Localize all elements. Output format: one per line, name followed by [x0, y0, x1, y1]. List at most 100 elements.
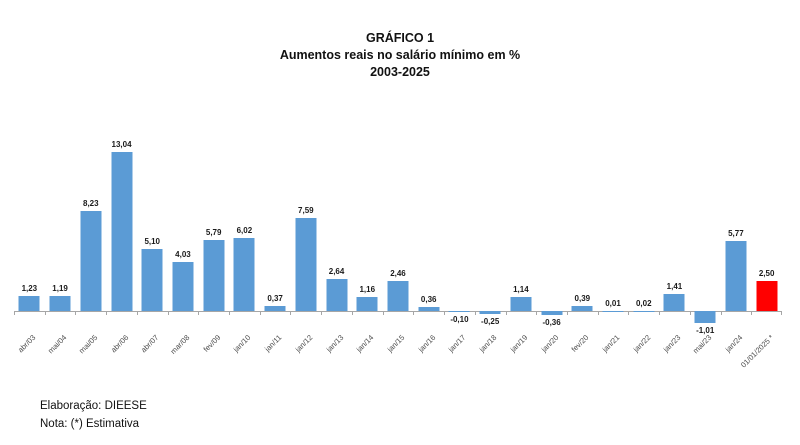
- bar: [418, 306, 440, 311]
- bar-value-label: -1,01: [696, 326, 715, 336]
- bar-value-label: 1,23: [21, 283, 38, 293]
- axis-tick: [321, 311, 323, 315]
- bar: [18, 295, 40, 311]
- bar: [725, 240, 747, 311]
- chart-footer: Elaboração: DIEESE Nota: (*) Estimativa: [40, 397, 147, 433]
- x-axis-label: jan/22: [631, 333, 653, 354]
- bar: [541, 311, 563, 316]
- chart-subtitle: Aumentos reais no salário mínimo em %: [279, 48, 521, 62]
- axis-tick: [382, 311, 384, 315]
- bar-value-label: 8,23: [83, 198, 99, 208]
- axis-tick: [659, 311, 661, 315]
- bar: [49, 296, 71, 311]
- bar-column: 13,04 abr/06: [106, 137, 137, 354]
- bar-column: -0,10 jan/17: [444, 137, 475, 354]
- bar: [387, 280, 409, 311]
- bar: [111, 151, 133, 311]
- axis-tick: [628, 311, 630, 315]
- bar-column: 7,59 jan/12: [290, 137, 321, 354]
- bar-value-label: 4,03: [175, 249, 191, 259]
- bar-column: 1,41 jan/23: [659, 137, 690, 354]
- bar: [172, 261, 194, 311]
- axis-tick: [566, 311, 568, 315]
- bar-value-label: 7,59: [298, 206, 314, 216]
- bar-column: 1,23 abr/03: [14, 137, 45, 354]
- bar-column: 1,14 jan/19: [505, 137, 537, 354]
- bar: [356, 296, 378, 311]
- bar: [479, 311, 501, 315]
- x-axis-label: fev/20: [569, 333, 591, 354]
- bar-column: -0,36 jan/20: [536, 137, 567, 354]
- bar-column: 5,10 abr/07: [136, 137, 168, 354]
- bar-column: 2,50 01/01/2025 *: [739, 137, 782, 369]
- bar-value-label: 0,02: [635, 298, 652, 308]
- bar: [233, 237, 255, 311]
- bar-value-label: 1,19: [52, 284, 68, 294]
- bar-value-label: 2,64: [328, 266, 345, 276]
- bar-value-label: -0,36: [542, 318, 561, 328]
- x-axis-label: jan/20: [539, 333, 560, 354]
- x-axis-label: jan/21: [600, 333, 622, 354]
- axis-tick: [474, 311, 476, 315]
- x-axis-label: abr/06: [108, 333, 130, 355]
- bar-column: 0,39 fev/20: [566, 137, 598, 354]
- axis-tick: [351, 311, 353, 315]
- bar-column: 1,19 mai/04: [44, 137, 76, 355]
- bar-value-label: 6,02: [236, 225, 253, 235]
- x-axis-label: jan/14: [354, 333, 376, 354]
- axis-tick: [689, 311, 691, 315]
- bar-value-label: 0,36: [420, 294, 437, 304]
- bar: [510, 297, 532, 311]
- estimate-note: Nota: (*) Estimativa: [40, 418, 140, 430]
- axis-tick: [720, 311, 722, 315]
- bar: [326, 278, 348, 311]
- axis-tick: [505, 311, 507, 315]
- axis-tick: [290, 311, 292, 315]
- bar-column: 8,23 mai/05: [75, 137, 106, 355]
- axis-tick: [14, 311, 15, 315]
- x-axis-label: jan/23: [662, 333, 683, 354]
- bar-column: 5,79 fev/09: [198, 137, 229, 354]
- axis-tick: [198, 311, 200, 315]
- axis-tick: [413, 311, 415, 315]
- bar-column: -1,01 mai/23: [689, 137, 721, 355]
- bar-column: 0,37 jan/11: [259, 137, 291, 353]
- x-axis-label: mai/05: [76, 333, 100, 356]
- axis-tick: [751, 311, 753, 315]
- x-axis-label: jan/24: [723, 333, 745, 354]
- bar: [141, 248, 163, 311]
- x-axis-label: jan/12: [293, 333, 315, 354]
- bar-value-label: -0,10: [450, 315, 469, 325]
- bar-value-label: 13,04: [111, 139, 132, 149]
- x-axis-label: 01/01/2025 *: [738, 333, 775, 370]
- axis-tick: [781, 311, 782, 315]
- bar: [756, 280, 778, 311]
- x-axis-label: jan/15: [385, 333, 407, 354]
- bar-column: 4,03 mar/08: [167, 137, 199, 356]
- x-axis-label: jan/19: [508, 333, 530, 354]
- bar-value-label: 2,46: [390, 268, 406, 278]
- x-axis-label: mai/04: [46, 333, 69, 356]
- bar: [448, 311, 470, 313]
- bar-column: 1,16 jan/14: [351, 137, 383, 354]
- bar-column: 6,02 jan/10: [229, 137, 260, 354]
- bar: [663, 293, 685, 311]
- bar: [80, 210, 102, 311]
- axis-tick: [167, 311, 169, 315]
- bar: [264, 306, 286, 311]
- bar: [571, 306, 593, 311]
- x-axis-label: abr/07: [139, 333, 161, 355]
- axis-tick: [536, 311, 538, 315]
- bar-value-label: 0,39: [574, 294, 591, 304]
- x-axis-label: jan/13: [324, 333, 345, 354]
- axis-tick: [106, 311, 108, 315]
- axis-tick: [229, 311, 231, 315]
- x-axis-label: jan/18: [477, 333, 499, 354]
- x-axis-label: jan/11: [263, 333, 284, 354]
- bar-value-label: 1,14: [513, 285, 529, 295]
- bar-column: 0,36 jan/16: [413, 137, 444, 354]
- x-axis-label: mai/23: [691, 333, 714, 356]
- plot-area: 1,23 abr/03 1,19 mai/04 8,23 mai/05 13,04 abr/0…: [14, 137, 782, 369]
- bar-column: 0,01 jan/21: [597, 137, 629, 354]
